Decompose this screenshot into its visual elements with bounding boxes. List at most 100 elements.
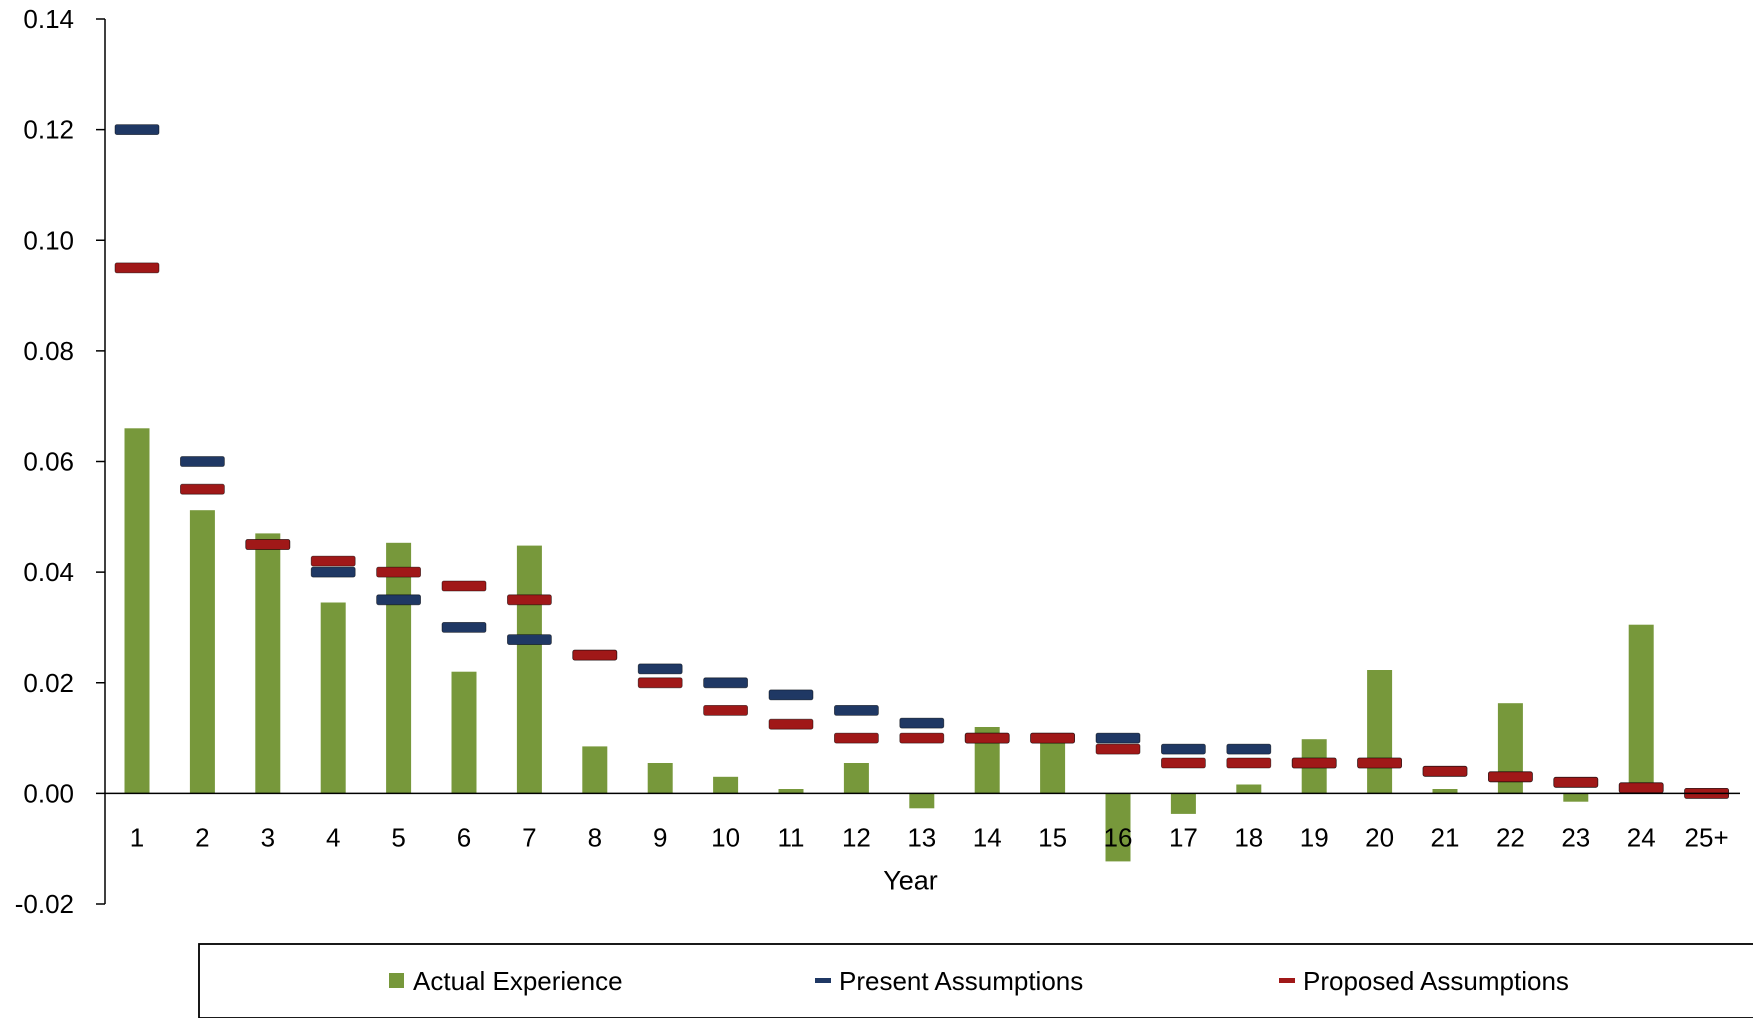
x-tick-label: 21 [1431,822,1460,852]
y-tick-label: 0.10 [23,225,74,255]
bar-actual-experience-24 [1628,624,1654,794]
marker-present-assumptions-11 [768,689,814,701]
bar-actual-experience-17 [1170,793,1196,814]
marker-proposed-assumptions-7 [506,594,552,606]
y-tick-label: 0.12 [23,115,74,145]
y-tick-label: 0.06 [23,447,74,477]
marker-proposed-assumptions-6 [441,580,487,592]
y-tick-label: 0.00 [23,778,74,808]
bar-actual-experience-3 [255,533,281,794]
marker-present-assumptions-1 [114,124,160,135]
bar-actual-experience-9 [647,763,673,794]
marker-present-assumptions-17 [1161,743,1206,755]
y-tick-label: 0.02 [23,668,74,698]
x-tick-label: 2 [195,822,209,852]
legend-box [198,943,1753,1019]
x-tick-label: 7 [522,822,536,852]
bar-actual-experience-20 [1367,670,1393,794]
x-tick-label: 12 [842,822,871,852]
x-tick-label: 8 [588,822,602,852]
marker-proposed-assumptions-24 [1618,782,1664,794]
marker-present-assumptions-18 [1226,743,1272,755]
marker-proposed-assumptions-3 [245,539,291,550]
marker-present-assumptions-10 [703,677,748,689]
marker-proposed-assumptions-21 [1422,765,1468,777]
x-tick-label: 13 [907,822,936,852]
x-tick-label: 3 [261,822,275,852]
x-tick-label: 15 [1038,822,1067,852]
marker-proposed-assumptions-2 [179,483,225,495]
bar-actual-experience-15 [1040,735,1066,794]
marker-proposed-assumptions-5 [376,566,422,578]
marker-present-assumptions-5 [376,594,422,606]
marker-proposed-assumptions-10 [703,705,748,716]
marker-present-assumptions-12 [834,705,879,716]
marker-proposed-assumptions-23 [1553,776,1599,788]
legend-swatch-proposed-assumptions [1279,978,1295,983]
bar-actual-experience-23 [1563,793,1589,802]
x-tick-label: 23 [1561,822,1590,852]
marker-proposed-assumptions-19 [1291,757,1337,769]
bar-actual-experience-10 [713,776,739,794]
bar-actual-experience-8 [582,746,608,794]
marker-present-assumptions-2 [179,456,225,467]
legend-label-present-assumptions: Present Assumptions [839,966,1083,996]
legend-swatch-actual-experience [389,973,404,988]
x-tick-label: 9 [653,822,667,852]
x-tick-label: 24 [1627,822,1656,852]
marker-present-assumptions-9 [637,663,683,675]
marker-proposed-assumptions-18 [1226,757,1272,769]
marker-proposed-assumptions-11 [768,718,814,730]
legend-swatch-present-assumptions [815,978,831,983]
bar-actual-experience-11 [778,789,804,794]
marker-proposed-assumptions-22 [1488,771,1533,783]
y-tick-label: -0.02 [15,889,74,919]
x-tick-label: 22 [1496,822,1525,852]
dash-layer [114,124,1729,799]
bar-actual-experience-21 [1432,789,1458,794]
legend: Actual Experience Present Assumptions Prop… [198,943,1753,1019]
y-tick-label: 0.14 [23,4,74,34]
bar-actual-experience-1 [124,428,150,794]
x-tick-label: 10 [711,822,740,852]
marker-proposed-assumptions-9 [637,677,683,689]
bar-actual-experience-4 [320,602,346,794]
marker-proposed-assumptions-8 [572,649,618,661]
x-tick-label: 17 [1169,822,1198,852]
marker-present-assumptions-6 [441,622,487,633]
y-tick-label: 0.08 [23,336,74,366]
bars-layer [124,428,1654,862]
x-axis-title: Year [883,865,938,895]
bar-actual-experience-13 [909,793,935,809]
bar-actual-experience-2 [189,510,215,794]
x-tick-label: 20 [1365,822,1394,852]
x-tick-label: 19 [1300,822,1329,852]
x-tick-label: 1 [130,822,144,852]
marker-proposed-assumptions-15 [1030,732,1075,744]
x-tick-label: 14 [973,822,1002,852]
x-tick-label: 16 [1104,822,1133,852]
bar-actual-experience-5 [386,542,412,794]
bar-actual-experience-16 [1105,793,1131,862]
ticks-layer: -0.020.000.020.040.060.080.100.120.141 2 3… [15,4,1729,919]
x-tick-label: 6 [457,822,471,852]
axes-layer [104,19,1740,904]
legend-label-proposed-assumptions: Proposed Assumptions [1303,966,1569,996]
legend-label-actual-experience: Actual Experience [413,966,623,996]
marker-proposed-assumptions-13 [899,732,945,744]
bar-actual-experience-18 [1236,784,1262,794]
x-tick-label: 4 [326,822,340,852]
y-tick-label: 0.04 [23,557,74,587]
marker-proposed-assumptions-12 [834,732,879,744]
bar-actual-experience-7 [516,545,542,794]
bar-actual-experience-6 [451,671,477,794]
marker-proposed-assumptions-4 [310,555,356,567]
marker-proposed-assumptions-1 [114,262,160,274]
marker-proposed-assumptions-14 [964,732,1010,744]
x-tick-label: 18 [1234,822,1263,852]
x-tick-label: 11 [778,822,805,852]
marker-proposed-assumptions-17 [1161,757,1206,769]
marker-proposed-assumptions-20 [1357,757,1402,769]
